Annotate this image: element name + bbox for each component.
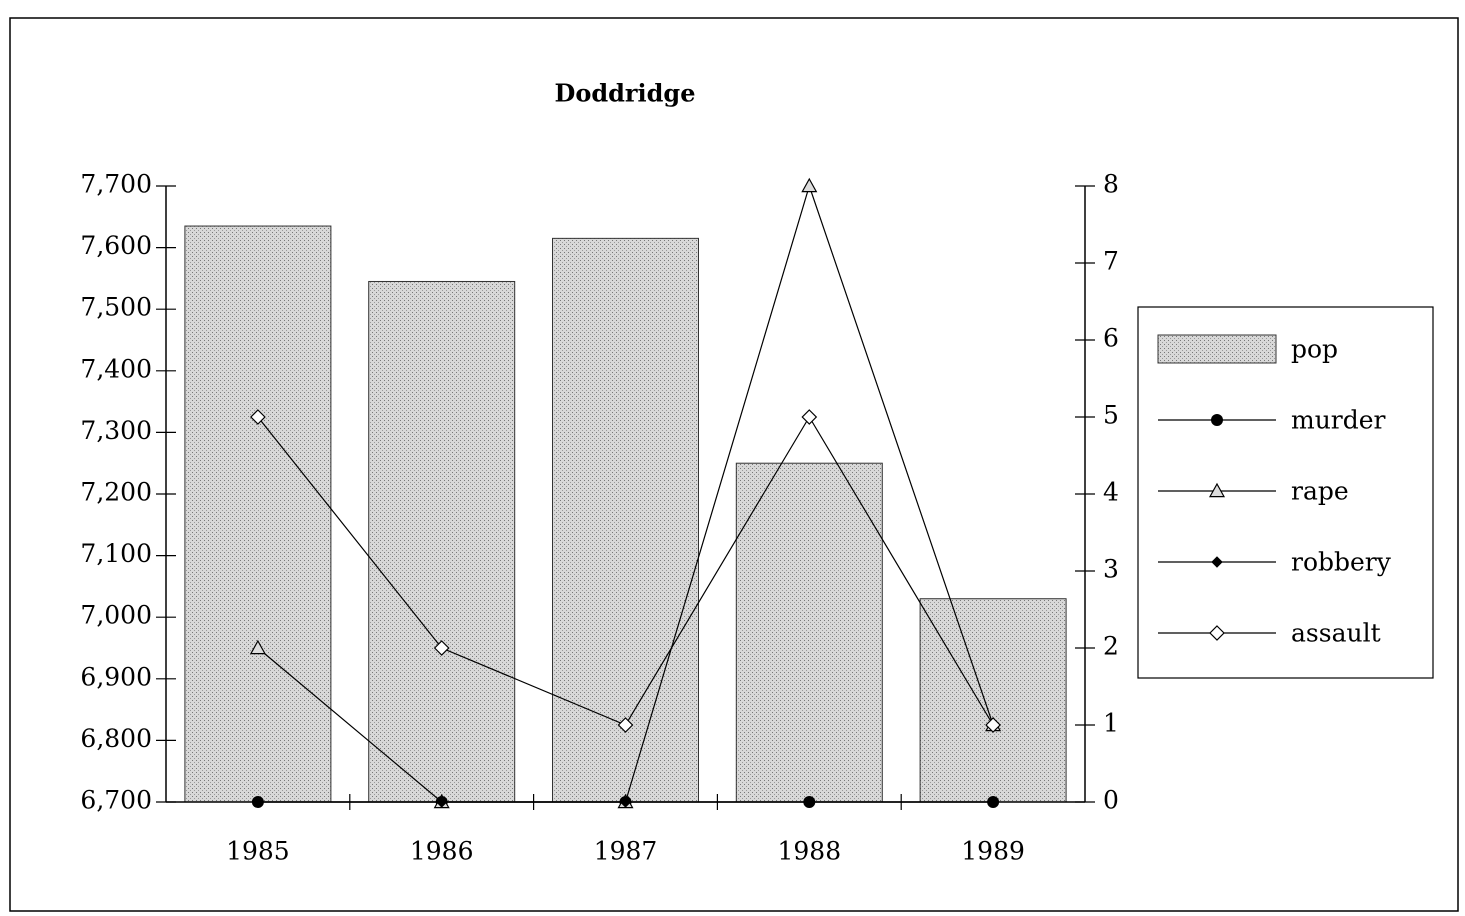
bar (552, 237, 699, 803)
bar (184, 225, 332, 803)
y-tick-label: 7,500 (80, 293, 152, 322)
y2-tick-label: 3 (1103, 555, 1119, 584)
point (249, 639, 266, 655)
y-tick-label: 6,700 (80, 786, 152, 815)
x-tick-label: 1985 (226, 837, 290, 866)
point (617, 717, 634, 733)
chart-title: Doddridge (555, 79, 696, 108)
legend-label: robbery (1291, 548, 1392, 577)
y2-tick-label: 2 (1103, 632, 1119, 661)
y-tick-label: 7,200 (80, 478, 152, 507)
x-tick-label: 1989 (961, 837, 1025, 866)
point (433, 640, 450, 656)
legend-marker (1211, 556, 1223, 568)
legend-label: murder (1291, 406, 1386, 435)
y-tick-label: 7,000 (80, 601, 152, 630)
bar (368, 280, 516, 803)
frame (9, 17, 1459, 912)
point (801, 409, 818, 425)
y-tick-label: 6,800 (80, 724, 152, 753)
point (985, 717, 1001, 733)
y2-tick-label: 4 (1103, 478, 1119, 507)
y2-tick-label: 0 (1103, 786, 1119, 815)
y2-tick-label: 1 (1103, 709, 1119, 738)
y-tick-label: 6,900 (80, 662, 152, 691)
legend-label: pop (1291, 335, 1338, 364)
point (250, 409, 266, 425)
y-tick-label: 7,100 (80, 539, 152, 568)
legend-marker (1208, 482, 1226, 498)
legend-label: rape (1291, 477, 1349, 506)
point (801, 177, 818, 193)
y2-tick-label: 6 (1103, 324, 1119, 353)
y2-tick-label: 7 (1103, 247, 1119, 276)
y-tick-label: 7,400 (80, 354, 152, 383)
legend-swatch (1157, 334, 1277, 364)
legend-marker (1211, 414, 1223, 426)
y2-tick-label: 8 (1103, 170, 1119, 199)
legend-label: assault (1291, 619, 1381, 648)
bar (919, 598, 1067, 803)
legend-marker (1209, 625, 1225, 641)
bar (735, 462, 883, 803)
x-tick-label: 1988 (777, 837, 841, 866)
y2-tick-label: 5 (1103, 401, 1119, 430)
y-tick-label: 7,600 (80, 231, 152, 260)
legend-box (1137, 306, 1434, 679)
y-tick-label: 7,700 (80, 170, 152, 199)
y-tick-label: 7,300 (80, 416, 152, 445)
x-tick-label: 1987 (594, 837, 658, 866)
x-tick-label: 1986 (410, 837, 474, 866)
